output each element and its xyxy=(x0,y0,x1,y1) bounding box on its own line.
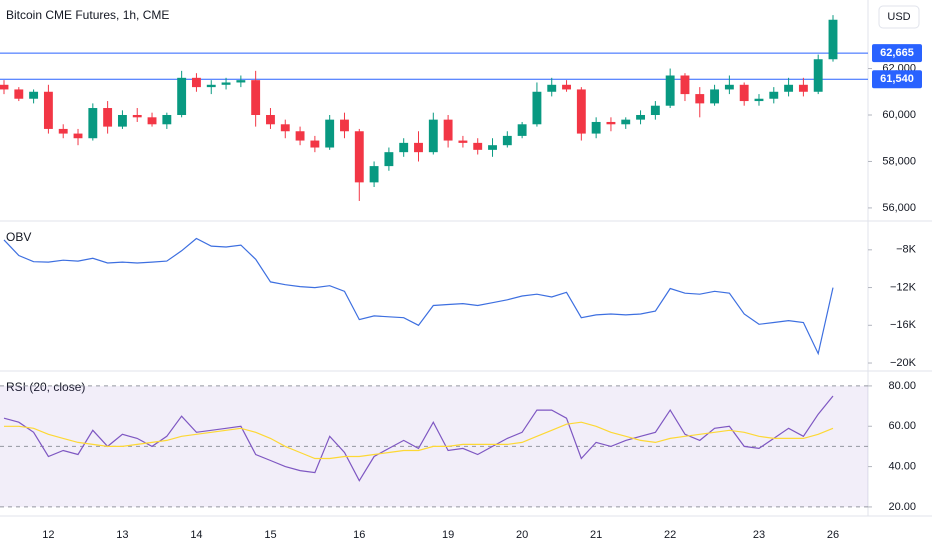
candle-body xyxy=(295,131,305,141)
candle-body xyxy=(88,108,98,139)
candle-body xyxy=(414,142,423,153)
candle-body xyxy=(488,145,497,150)
candle-body xyxy=(325,119,335,148)
x-tick-label: 26 xyxy=(827,529,839,541)
price-label: 61,540 xyxy=(880,73,914,85)
candle-body xyxy=(724,84,734,90)
candle-body xyxy=(428,119,438,153)
y-tick-label: 56,000 xyxy=(882,202,916,214)
candle-body xyxy=(103,108,113,127)
candle-body xyxy=(680,75,690,95)
y-tick-label: 60,000 xyxy=(882,109,916,121)
candle-body xyxy=(813,59,823,92)
candle-body xyxy=(739,84,749,102)
x-tick-label: 19 xyxy=(442,529,454,541)
candle-body xyxy=(784,84,794,92)
candle-body xyxy=(547,84,557,92)
currency-box[interactable] xyxy=(878,5,920,29)
candle-body xyxy=(280,124,290,132)
candle-body xyxy=(14,89,24,99)
y-tick-label: 20.00 xyxy=(888,501,916,513)
x-tick-label: 14 xyxy=(190,529,202,541)
x-tick-label: 13 xyxy=(116,529,128,541)
candle-body xyxy=(591,121,601,134)
price-label-box xyxy=(872,44,922,63)
y-tick-label: 60.00 xyxy=(888,420,916,432)
candle-body xyxy=(310,140,320,148)
candle-body xyxy=(532,91,542,125)
candle-body xyxy=(473,142,483,150)
y-tick-label: −20K xyxy=(890,357,917,369)
x-tick-label: 12 xyxy=(42,529,54,541)
candle-body xyxy=(162,114,172,125)
price-label: 62,665 xyxy=(880,47,914,59)
candle-body xyxy=(828,19,838,60)
currency[interactable]: USD xyxy=(887,11,910,23)
candle-body xyxy=(650,105,660,115)
candle-body xyxy=(443,119,453,141)
y-tick-label: 40.00 xyxy=(888,461,916,473)
candle-body xyxy=(266,114,275,125)
candle-body xyxy=(340,119,349,132)
candle-body xyxy=(221,82,231,85)
candle-body xyxy=(251,80,261,115)
x-tick-label: 20 xyxy=(516,529,528,541)
candle-body xyxy=(192,77,201,88)
candle-body xyxy=(798,84,808,92)
y-tick-label: −16K xyxy=(890,319,917,331)
price-label-box xyxy=(872,70,922,89)
x-tick-label: 15 xyxy=(264,529,276,541)
x-tick-label: 21 xyxy=(590,529,602,541)
x-tick-label: 16 xyxy=(353,529,365,541)
candle-body xyxy=(369,166,379,183)
pane-title: OBV xyxy=(6,230,31,244)
series-line xyxy=(3,395,834,482)
candle-body xyxy=(58,128,68,134)
candle-body xyxy=(177,77,187,115)
pane-title: RSI (20, close) xyxy=(6,380,85,394)
y-tick-label: 80.00 xyxy=(888,380,916,392)
candle-body xyxy=(354,131,364,183)
candle-body xyxy=(710,89,720,104)
series-line xyxy=(4,421,834,460)
candle-body xyxy=(754,98,764,102)
candle-body xyxy=(576,89,586,134)
candle-body xyxy=(236,80,246,83)
y-tick-label: −12K xyxy=(890,281,917,293)
candle-body xyxy=(769,91,779,99)
candle-body xyxy=(43,91,53,129)
candle-body xyxy=(29,91,39,99)
x-tick-label: 23 xyxy=(753,529,765,541)
candle-body xyxy=(517,124,527,136)
candle-body xyxy=(132,114,142,118)
candle-body xyxy=(458,140,468,143)
candle-body xyxy=(399,142,409,153)
candle-body xyxy=(636,114,645,120)
candle-body xyxy=(665,75,675,106)
candle-body xyxy=(117,114,127,127)
candle-body xyxy=(502,135,512,146)
candle-body xyxy=(73,133,83,139)
candle-body xyxy=(384,152,394,167)
candle-body xyxy=(562,84,571,90)
candle-body xyxy=(606,121,616,125)
candle-body xyxy=(0,84,9,90)
candle-body xyxy=(695,94,705,104)
candle-body xyxy=(147,117,157,125)
x-tick-label: 22 xyxy=(664,529,676,541)
candle-body xyxy=(621,119,631,125)
y-tick-label: 58,000 xyxy=(882,155,916,167)
y-tick-label: −8K xyxy=(896,244,917,256)
candle-body xyxy=(206,84,216,88)
chart-title: Bitcoin CME Futures, 1h, CME xyxy=(6,8,169,22)
obv-line xyxy=(3,237,834,356)
